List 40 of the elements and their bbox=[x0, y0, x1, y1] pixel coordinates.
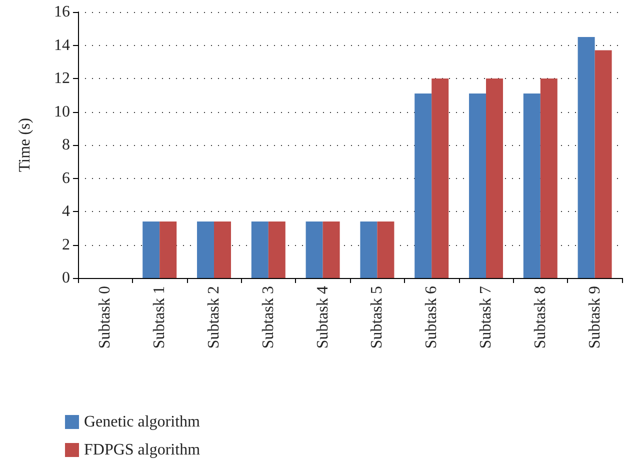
x-tick-label: Subtask 3 bbox=[260, 286, 277, 349]
y-tick-label: 2 bbox=[62, 236, 70, 254]
bar bbox=[540, 78, 558, 278]
bar bbox=[469, 93, 486, 278]
bar bbox=[578, 36, 595, 278]
y-tick-label: 12 bbox=[54, 70, 70, 87]
bar bbox=[197, 221, 214, 278]
y-tick-label: 0 bbox=[62, 270, 70, 286]
legend-label: FDPGS algorithm bbox=[84, 442, 201, 458]
x-tick-label: Subtask 2 bbox=[206, 286, 222, 349]
x-tick-label: Subtask 1 bbox=[151, 286, 168, 349]
x-tick-label: Subtask 8 bbox=[532, 286, 549, 349]
x-tick-label: Subtask 5 bbox=[368, 286, 386, 349]
y-tick-label: 10 bbox=[54, 103, 70, 120]
legend-label: Genetic algorithm bbox=[84, 414, 201, 430]
bar bbox=[377, 221, 394, 278]
y-axis-title: Time (s) bbox=[16, 118, 34, 172]
bar bbox=[251, 221, 268, 278]
y-tick-label: 8 bbox=[62, 136, 70, 154]
x-tick-label: Subtask 6 bbox=[423, 286, 440, 349]
bar bbox=[160, 221, 177, 278]
bar bbox=[594, 50, 612, 278]
y-tick-label: 14 bbox=[54, 36, 70, 54]
bar bbox=[414, 93, 432, 278]
bar bbox=[360, 221, 378, 278]
x-tick-label: Subtask 7 bbox=[478, 286, 494, 349]
bar bbox=[322, 221, 340, 278]
bar bbox=[486, 78, 503, 278]
x-tick-label: Subtask 9 bbox=[586, 286, 604, 349]
y-tick-label: 4 bbox=[62, 203, 70, 220]
bar bbox=[523, 93, 540, 278]
y-tick-label: 16 bbox=[54, 4, 70, 20]
y-tick-label: 6 bbox=[62, 170, 70, 187]
bar bbox=[268, 221, 286, 278]
bar bbox=[214, 221, 231, 278]
x-tick-label: Subtask 0 bbox=[96, 286, 114, 349]
bar bbox=[432, 78, 449, 278]
bar bbox=[306, 221, 323, 278]
bar bbox=[142, 221, 160, 278]
x-tick-label: Subtask 4 bbox=[314, 286, 332, 349]
